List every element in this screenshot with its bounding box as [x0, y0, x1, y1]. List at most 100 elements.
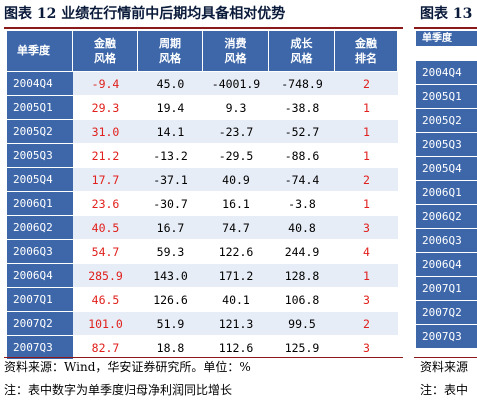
footer-rule-right [414, 357, 477, 358]
table-row: 2006Q1 23.6 -30.7 16.1 -3.8 1 [7, 191, 398, 215]
consumer-value-cell: 122.6 [203, 239, 269, 263]
cyclical-value-cell: 19.4 [138, 95, 203, 119]
header-quarter: 单季度 [7, 31, 73, 71]
finance-value-cell: 82.7 [73, 335, 138, 359]
right-quarter-cell: 2007Q1 [416, 276, 477, 300]
growth-value-cell: 128.8 [269, 263, 335, 287]
finance-value-cell: 46.5 [73, 287, 138, 311]
right-header-gap [416, 46, 477, 60]
quarter-cell: 2006Q4 [7, 263, 73, 287]
performance-table: 单季度 金融 风格 周期 风格 消费 风格 成长 风格 金融 排名 2004Q4 -9.4 4… [7, 31, 398, 359]
cyclical-value-cell: -30.7 [138, 191, 203, 215]
consumer-value-cell: 9.3 [203, 95, 269, 119]
cyclical-value-cell: 14.1 [138, 119, 203, 143]
finance-rank-cell: 4 [335, 239, 398, 263]
header-line: 消费 [224, 37, 247, 50]
growth-value-cell: 125.9 [269, 335, 335, 359]
quarter-cell: 2007Q2 [7, 311, 73, 335]
title-rule-right [414, 27, 477, 29]
consumer-value-cell: 16.1 [203, 191, 269, 215]
finance-rank-cell: 1 [335, 119, 398, 143]
header-line: 风格 [159, 52, 181, 65]
finance-rank-cell: 3 [335, 215, 398, 239]
consumer-value-cell: 121.3 [203, 311, 269, 335]
finance-value-cell: 17.7 [73, 167, 138, 191]
header-row: 单季度 金融 风格 周期风格 消费 风格 成长风格 金融排名 [7, 31, 398, 71]
quarter-cell: 2005Q4 [7, 167, 73, 191]
header-finance-style: 金融 风格 [73, 31, 138, 71]
quarter-cell: 2006Q3 [7, 239, 73, 263]
finance-value-cell: 40.5 [73, 215, 138, 239]
consumer-value-cell: 74.7 [203, 215, 269, 239]
finance-rank-cell: 2 [335, 167, 398, 191]
table-row: 2007Q2 101.0 51.9 121.3 99.5 2 [7, 311, 398, 335]
right-quarter-cell: 2004Q4 [416, 60, 477, 84]
finance-rank-cell: 3 [335, 335, 398, 359]
table-row: 2004Q4 -9.4 45.0 -4001.9 -748.9 2 [7, 71, 398, 95]
growth-value-cell: 40.8 [269, 215, 335, 239]
quarter-cell: 2006Q1 [7, 191, 73, 215]
right-quarter-cell: 2007Q3 [416, 324, 477, 348]
right-quarter-cell: 2006Q1 [416, 180, 477, 204]
finance-value-cell: 31.0 [73, 119, 138, 143]
header-consumer-style: 消费 风格 [203, 31, 269, 71]
figure-title-right: 图表 13 [420, 6, 473, 22]
finance-value-cell: 101.0 [73, 311, 138, 335]
right-quarter-cell: 2005Q4 [416, 156, 477, 180]
table-row: 2005Q3 21.2 -13.2 -29.5 -88.6 1 [7, 143, 398, 167]
table-row: 2006Q4 285.9 143.0 171.2 128.8 1 [7, 263, 398, 287]
cyclical-value-cell: 18.8 [138, 335, 203, 359]
finance-rank-cell: 3 [335, 287, 398, 311]
cyclical-value-cell: -37.1 [138, 167, 203, 191]
cyclical-value-cell: 51.9 [138, 311, 203, 335]
footnote: 注：表中数字为单季度归母净利润同比增长 [4, 383, 233, 397]
table-row: 2006Q2 40.5 16.7 74.7 40.8 3 [7, 215, 398, 239]
consumer-value-cell: 40.9 [203, 167, 269, 191]
header-growth-style: 成长 风格 [269, 31, 335, 71]
right-table: 单季度 2004Q4 2005Q1 2005Q2 2005Q3 2005Q4 2006Q1… [416, 31, 477, 348]
quarter-cell: 2006Q2 [7, 215, 73, 239]
header-line: 排名 [355, 52, 377, 65]
right-quarter-cell: 2005Q1 [416, 84, 477, 108]
footer-rule [4, 357, 403, 358]
header-line: 金融 [94, 37, 116, 50]
right-quarter-cell: 2005Q2 [416, 108, 477, 132]
right-quarter-cell: 2005Q3 [416, 132, 477, 156]
finance-value-cell: -9.4 [73, 71, 138, 95]
cyclical-value-cell: 126.6 [138, 287, 203, 311]
cyclical-value-cell: -13.2 [138, 143, 203, 167]
finance-rank-cell: 1 [335, 263, 398, 287]
growth-value-cell: 99.5 [269, 311, 335, 335]
consumer-value-cell: -4001.9 [203, 71, 269, 95]
table-row: 2005Q1 29.3 19.4 9.3 -38.8 1 [7, 95, 398, 119]
header-cyclical-style: 周期 风格 [138, 31, 203, 71]
consumer-value-cell: 171.2 [203, 263, 269, 287]
consumer-value-cell: 40.1 [203, 287, 269, 311]
header-line: 风格 [290, 52, 313, 65]
table-row: 2005Q4 17.7 -37.1 40.9 -74.4 2 [7, 167, 398, 191]
cyclical-value-cell: 59.3 [138, 239, 203, 263]
header-line: 成长 [290, 37, 313, 50]
finance-rank-cell: 1 [335, 143, 398, 167]
quarter-cell: 2004Q4 [7, 71, 73, 95]
header-line: 周期 [159, 37, 181, 50]
finance-rank-cell: 2 [335, 311, 398, 335]
quarter-cell: 2007Q1 [7, 287, 73, 311]
footnote-right: 注：表中 [420, 383, 469, 397]
title-rule [4, 27, 403, 29]
source-note-right: 资料来源 [420, 360, 469, 374]
header-line: 金融 [355, 37, 377, 50]
consumer-value-cell: 112.6 [203, 335, 269, 359]
cyclical-value-cell: 143.0 [138, 263, 203, 287]
finance-value-cell: 23.6 [73, 191, 138, 215]
consumer-value-cell: -23.7 [203, 119, 269, 143]
growth-value-cell: -3.8 [269, 191, 335, 215]
growth-value-cell: 244.9 [269, 239, 335, 263]
growth-value-cell: -88.6 [269, 143, 335, 167]
quarter-cell: 2005Q2 [7, 119, 73, 143]
finance-rank-cell: 1 [335, 95, 398, 119]
table-row: 2005Q2 31.0 14.1 -23.7 -52.7 1 [7, 119, 398, 143]
right-quarter-cell: 2006Q3 [416, 228, 477, 252]
right-quarter-cell: 2006Q4 [416, 252, 477, 276]
finance-rank-cell: 2 [335, 71, 398, 95]
